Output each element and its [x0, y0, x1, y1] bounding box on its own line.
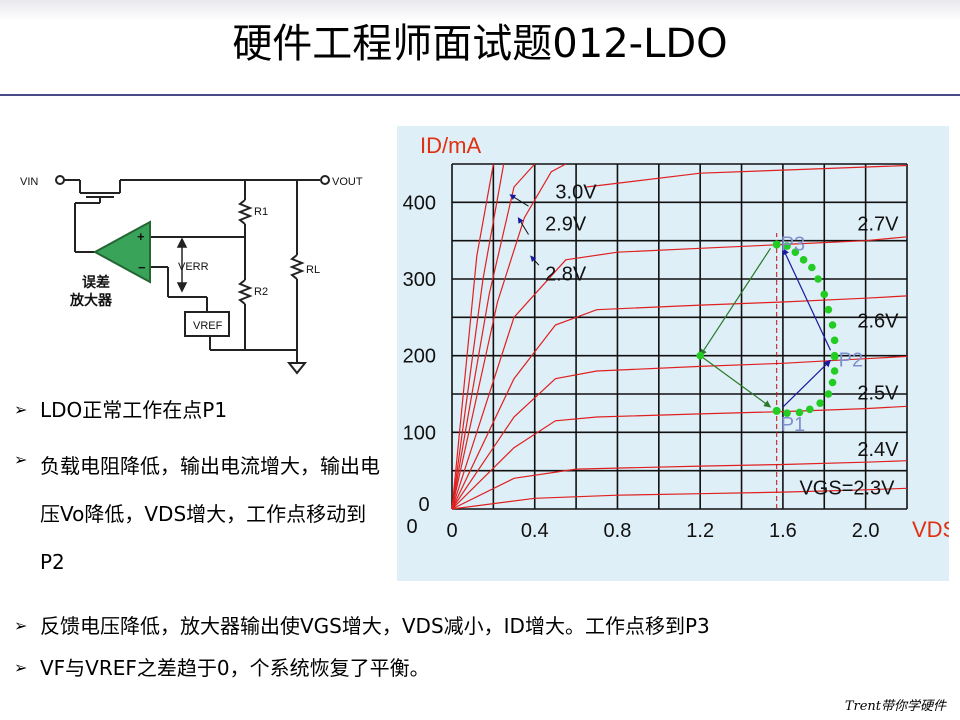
transition-arrow [782, 247, 832, 351]
point-label-p1: P1 [781, 414, 805, 436]
ldo-circuit-diagram: VIN VOUT R1 R2 RL VERR VREF + − 误差 放大器 [20, 175, 363, 375]
curve-extra [451, 163, 505, 510]
trajectory-dot [791, 248, 800, 256]
trajectory-dot [795, 408, 804, 417]
amp-plus-label: + [137, 229, 145, 244]
amp-label-line2: 放大器 [69, 292, 113, 308]
operating-point-marker [772, 406, 781, 415]
watermark: Trent带你学硬件 [844, 699, 946, 714]
curve-label: VGS=2.3V [799, 477, 895, 499]
r1-label: R1 [254, 206, 268, 218]
y-tick-label: 300 [403, 269, 436, 291]
verr-label: VERR [178, 261, 209, 273]
trajectory-dot [814, 275, 822, 283]
curve-series [451, 295, 908, 510]
bullet-item: ➢ VF与VREF之差趋于0，个系统恢复了平衡。 [10, 647, 950, 689]
trajectory-dot [830, 367, 839, 375]
bullet-arrow-icon: ➢ [14, 400, 28, 419]
amp-label-line1: 误差 [82, 274, 110, 290]
trajectory-dot [783, 242, 791, 250]
curve-label: 2.6V [857, 310, 899, 332]
bullet-text: 反馈电压降低，放大器输出使VGS增大，VDS减小，ID增大。工作点移到P3 [40, 614, 710, 638]
operating-point-marker [830, 352, 839, 361]
x-tick-label: 0.8 [604, 520, 632, 542]
curve-series [451, 163, 567, 510]
curve-series [451, 355, 908, 510]
curve-series [451, 487, 908, 510]
curve-series [451, 460, 908, 510]
curve-label: 3.0V [555, 182, 597, 204]
trajectory-dot [808, 263, 816, 272]
point-label-p2: P2 [839, 349, 863, 371]
trajectory-dot [830, 336, 839, 345]
y-tick-label: 0 [418, 494, 429, 516]
r2-label: R2 [254, 286, 268, 298]
curve-label: 2.9V [545, 214, 587, 236]
x-tick-label: 2.0 [852, 520, 880, 542]
curve-series [451, 236, 908, 510]
x-tick-label: 1.2 [686, 520, 714, 542]
x-axis-label: VDS/V [912, 517, 949, 542]
slide-title: 硬件工程师面试题012-LDO [232, 21, 728, 67]
bullet-arrow-icon: ➢ [14, 450, 28, 469]
top-gradient-bar [0, 0, 960, 22]
trajectory-dot [824, 390, 833, 398]
rl-label: RL [306, 264, 320, 276]
curve-label: 2.5V [857, 382, 899, 404]
trajectory-dot [824, 305, 833, 314]
origin-label: 0 [406, 516, 417, 538]
bullet-text: LDO正常工作在点P1 [40, 398, 228, 422]
vin-label: VIN [20, 176, 38, 188]
trajectory-dot [816, 399, 824, 408]
trajectory-dot [828, 321, 837, 329]
label-pointer-arrow [517, 217, 529, 235]
curve-extra [586, 164, 908, 188]
curve-series [451, 405, 908, 510]
y-tick-label: 100 [403, 422, 436, 444]
curve-label: 2.4V [857, 439, 899, 461]
title-underline [0, 94, 960, 96]
y-tick-label: 400 [403, 192, 436, 214]
trajectory-dot [696, 351, 704, 360]
bullet-arrow-icon: ➢ [14, 616, 28, 635]
amp-minus-label: − [138, 260, 146, 275]
label-pointer-arrow [509, 194, 529, 207]
x-tick-label: 0.4 [521, 520, 549, 542]
operating-point-marker [772, 240, 781, 249]
transition-arrow [699, 355, 772, 408]
curve-label: 2.7V [857, 214, 899, 236]
transition-arrow [699, 248, 772, 357]
y-tick-label: 200 [403, 346, 436, 368]
bullet-item: ➢ 负载电阻降低，输出电流增大，输出电压Vo降低，VDS增大，工作点移动到P2 [10, 442, 380, 586]
bullet-text: 负载电阻降低，输出电流增大，输出电压Vo降低，VDS增大，工作点移动到P2 [40, 454, 380, 574]
vref-label: VREF [193, 320, 223, 332]
curve-label: 2.8V [545, 264, 587, 286]
bullet-item: ➢ 反馈电压降低，放大器输出使VGS增大，VDS减小，ID增大。工作点移到P3 [10, 605, 950, 647]
x-tick-label: 0 [446, 520, 457, 542]
trajectory-dot [828, 378, 837, 387]
left-bullet-list: ➢ LDO正常工作在点P1 ➢ 负载电阻降低，输出电流增大，输出电压Vo降低，V… [10, 392, 380, 586]
label-pointer-arrow [530, 255, 540, 266]
transition-arrow [782, 359, 831, 408]
bullet-item: ➢ LDO正常工作在点P1 [10, 392, 380, 428]
trajectory-dot [805, 405, 814, 414]
bullet-arrow-icon: ➢ [14, 658, 28, 677]
vout-label: VOUT [332, 176, 363, 188]
id-vds-chart: 00.40.81.21.62.010020030040000ID/mAVDS/V… [403, 133, 949, 542]
trajectory-dot [820, 290, 829, 299]
y-axis-label: ID/mA [420, 133, 481, 158]
bullet-text: VF与VREF之差趋于0，个系统恢复了平衡。 [40, 656, 430, 680]
x-tick-label: 1.6 [769, 520, 797, 542]
bottom-bullet-list: ➢ 反馈电压降低，放大器输出使VGS增大，VDS减小，ID增大。工作点移到P3 … [10, 605, 950, 689]
curve-extra [451, 163, 494, 510]
point-label-p3: P3 [781, 234, 805, 256]
trajectory-dot [799, 256, 808, 264]
curve-series [451, 163, 536, 510]
trajectory-dot [783, 409, 791, 417]
